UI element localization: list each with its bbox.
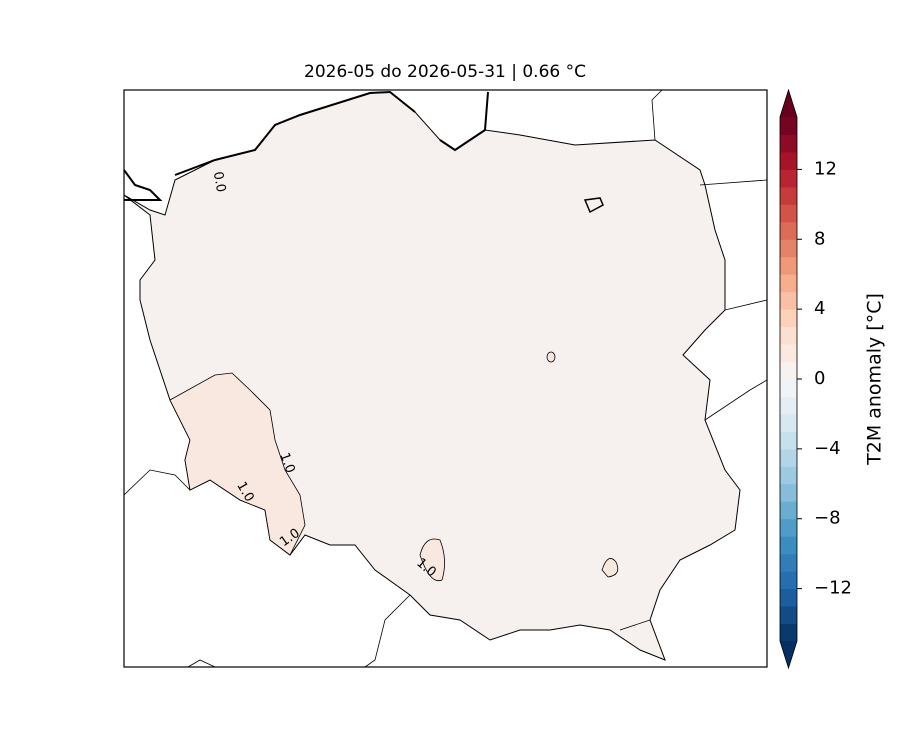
colorbar-band <box>780 239 797 258</box>
colorbar-band <box>780 536 797 555</box>
contour-region <box>601 558 619 578</box>
colorbar-band <box>780 291 797 310</box>
colorbar-extend-top <box>780 90 797 117</box>
colorbar-band <box>780 588 797 607</box>
colorbar-band <box>780 571 797 590</box>
colorbar-band <box>780 553 797 572</box>
colorbar-tick-label: −12 <box>814 578 852 599</box>
map-area <box>123 89 768 668</box>
colorbar: −12 −8 −4 0 4 8 12 <box>779 88 852 670</box>
colorbar-band <box>780 221 797 240</box>
colorbar-band <box>780 448 797 467</box>
lake <box>583 197 604 214</box>
contour-region <box>419 538 445 582</box>
colorbar-tick-label: 0 <box>814 368 825 389</box>
map-title: 2026-05 do 2026-05-31 | 0.66 °C <box>304 62 586 82</box>
contour-region <box>546 351 556 363</box>
colorbar-label: T2M anomaly [°C] <box>864 293 886 466</box>
colorbar-tick-label: 4 <box>814 298 825 319</box>
colorbar-band <box>780 518 797 537</box>
colorbar-band <box>780 134 797 153</box>
contour-label: 1.0 <box>276 451 297 476</box>
colorbar-band <box>780 274 797 293</box>
colorbar-band <box>780 606 797 625</box>
colorbar-band <box>780 396 797 415</box>
colorbar-tick-label: −4 <box>814 438 841 459</box>
colorbar-band <box>780 117 797 135</box>
colorbar-band <box>780 169 797 188</box>
colorbar-tick-label: 12 <box>814 158 837 179</box>
colorbar-band <box>780 309 797 328</box>
colorbar-band <box>780 501 797 520</box>
colorbar-band <box>780 379 797 397</box>
map-frame <box>123 89 768 668</box>
colorbar-band <box>780 483 797 502</box>
colorbar-tick-label: −8 <box>814 508 841 529</box>
colorbar-band <box>780 204 797 223</box>
colorbar-band <box>780 413 797 432</box>
colorbar-band <box>780 326 797 345</box>
contour-region <box>169 372 306 556</box>
colorbar-frame <box>779 88 798 670</box>
colorbar-band <box>780 466 797 485</box>
colorbar-extend-bottom <box>780 641 797 668</box>
colorbar-band <box>780 623 797 642</box>
colorbar-band <box>780 256 797 275</box>
colorbar-band <box>780 151 797 170</box>
colorbar-tick-label: 8 <box>814 228 825 249</box>
colorbar-band <box>780 344 797 363</box>
colorbar-band <box>780 186 797 205</box>
coastline <box>123 90 489 201</box>
colorbar-band <box>780 431 797 450</box>
neighbor-border <box>123 89 768 668</box>
colorbar-band <box>780 361 797 380</box>
contour-label: 0.0 <box>210 171 228 194</box>
